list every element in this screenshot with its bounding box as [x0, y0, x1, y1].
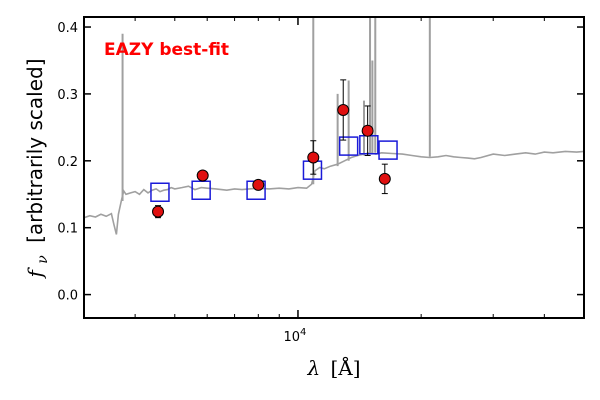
observed-data-point: [196, 169, 209, 182]
x-axis-label: λ [Å]: [306, 355, 360, 380]
axis-ticks-group: 0.0 0.1 0.2 0.3 0.4 104: [57, 17, 584, 345]
y-axis-text: [arbitrarily scaled]: [23, 58, 47, 242]
x-axis-symbol: λ: [306, 356, 320, 380]
plot-area-background: [84, 17, 584, 318]
model-photometry-box: [378, 140, 398, 160]
x-tick-label-base: 10: [284, 330, 301, 345]
y-axis-subscript: ν: [35, 255, 51, 264]
observed-data-point: [152, 205, 165, 218]
x-tick-label-exponent: 4: [300, 327, 306, 338]
y-tick-label: 0.0: [57, 289, 78, 304]
y-tick-label: 0.2: [57, 155, 78, 170]
observed-data-point: [307, 151, 320, 164]
observed-data-point: [252, 178, 265, 191]
model-photometry-box: [150, 182, 170, 202]
y-tick-label: 0.1: [57, 222, 78, 237]
y-tick-label: 0.4: [57, 21, 78, 36]
annotation-label: EAZY best-fit: [104, 40, 229, 60]
y-axis-symbol: f: [23, 267, 47, 280]
y-tick-label: 0.3: [57, 88, 78, 103]
observed-data-point: [337, 103, 350, 116]
x-axis-unit: [Å]: [330, 355, 360, 380]
plot-frame: [83, 16, 585, 319]
y-axis-label: f ν [arbitrarily scaled]: [23, 58, 52, 279]
observed-data-point: [361, 124, 374, 137]
observed-data-point: [378, 172, 391, 185]
x-tick-label: 104: [284, 327, 307, 345]
observed-photometry-group: [152, 79, 391, 219]
model-photometry-box: [338, 136, 359, 156]
template-spectrum-line: [84, 150, 584, 235]
